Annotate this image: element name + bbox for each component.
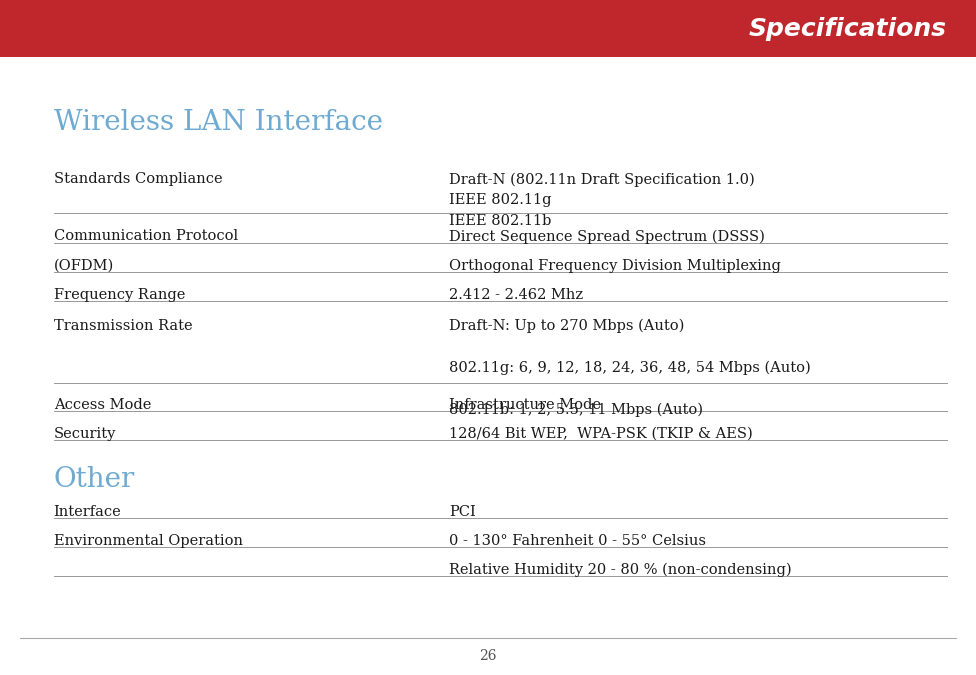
Text: Relative Humidity 20 - 80 % (non-condensing): Relative Humidity 20 - 80 % (non-condens… <box>449 562 792 576</box>
Text: Communication Protocol: Communication Protocol <box>54 230 238 244</box>
Text: Direct Sequence Spread Spectrum (DSSS): Direct Sequence Spread Spectrum (DSSS) <box>449 230 765 244</box>
Text: 128/64 Bit WEP,  WPA-PSK (TKIP & AES): 128/64 Bit WEP, WPA-PSK (TKIP & AES) <box>449 427 752 441</box>
FancyBboxPatch shape <box>0 0 976 57</box>
Text: Orthogonal Frequency Division Multiplexing: Orthogonal Frequency Division Multiplexi… <box>449 259 781 273</box>
Text: Infrastructure Mode: Infrastructure Mode <box>449 398 601 412</box>
Text: Other: Other <box>54 466 135 493</box>
Text: PCI: PCI <box>449 505 475 519</box>
Text: Draft-N (802.11n Draft Specification 1.0)
IEEE 802.11g
IEEE 802.11b: Draft-N (802.11n Draft Specification 1.0… <box>449 172 754 227</box>
Text: Environmental Operation: Environmental Operation <box>54 534 243 548</box>
Text: Draft-N: Up to 270 Mbps (Auto)

802.11g: 6, 9, 12, 18, 24, 36, 48, 54 Mbps (Auto: Draft-N: Up to 270 Mbps (Auto) 802.11g: … <box>449 319 811 416</box>
Text: Security: Security <box>54 427 116 441</box>
Text: Standards Compliance: Standards Compliance <box>54 172 223 186</box>
Text: Transmission Rate: Transmission Rate <box>54 319 192 333</box>
Text: 26: 26 <box>479 649 497 663</box>
Text: Access Mode: Access Mode <box>54 398 151 412</box>
Text: Frequency Range: Frequency Range <box>54 288 185 302</box>
Text: (OFDM): (OFDM) <box>54 259 114 273</box>
Text: 2.412 - 2.462 Mhz: 2.412 - 2.462 Mhz <box>449 288 583 302</box>
Text: Wireless LAN Interface: Wireless LAN Interface <box>54 109 383 136</box>
Text: Interface: Interface <box>54 505 121 519</box>
Text: 0 - 130° Fahrenheit 0 - 55° Celsius: 0 - 130° Fahrenheit 0 - 55° Celsius <box>449 534 706 548</box>
Text: Specifications: Specifications <box>749 17 947 40</box>
